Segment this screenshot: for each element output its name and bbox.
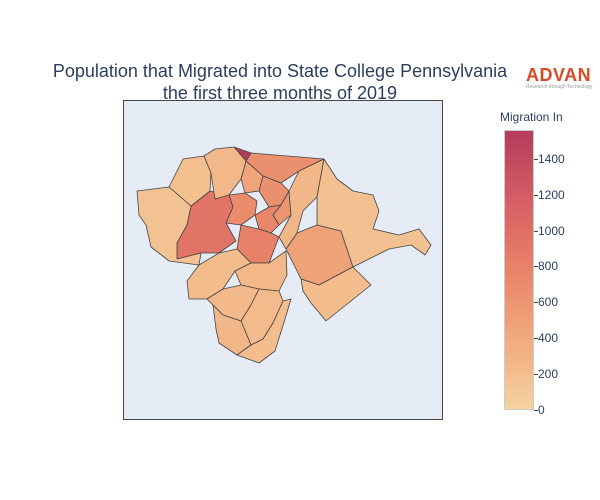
choropleth-map	[136, 146, 432, 364]
colorbar-tick-label: 1200	[538, 187, 565, 202]
logo-tagline: Research through Technology	[526, 84, 593, 90]
colorbar-tick-mark	[534, 302, 538, 304]
colorbar-tick-label: 400	[538, 331, 559, 346]
colorbar-tick-label: 800	[538, 259, 559, 274]
colorbar-tick-label: 1000	[538, 223, 565, 238]
colorbar-tick-mark	[534, 266, 538, 268]
map-region-south-west-1[interactable]	[186, 248, 252, 300]
colorbar-tick-mark	[534, 374, 538, 376]
colorbar-tick-mark	[534, 410, 538, 411]
colorbar-tick-mark	[534, 338, 538, 340]
colorbar-tick-mark	[534, 158, 538, 160]
map-region-north-mid[interactable]	[203, 146, 247, 200]
map-region-south-east[interactable]	[300, 266, 372, 322]
colorbar-tick-label: 1400	[538, 151, 565, 166]
colorbar-gradient	[504, 130, 534, 410]
advan-logo: ADVAN Research through Technology	[526, 66, 596, 90]
map-region-west-fan[interactable]	[136, 186, 202, 266]
colorbar-tick-mark	[534, 194, 538, 196]
map-frame	[123, 100, 443, 420]
colorbar-tick-label: 200	[538, 367, 559, 382]
map-region-center-diamond[interactable]	[225, 192, 258, 226]
colorbar-tick-label: 600	[538, 295, 559, 310]
map-region-east-large[interactable]	[316, 158, 432, 268]
map-title-line2: the first three months of 2019	[162, 83, 398, 103]
colorbar-tick-mark	[534, 230, 538, 232]
map-title-line1: Population that Migrated into State Coll…	[52, 61, 508, 81]
map-region-south-tail[interactable]	[236, 298, 292, 364]
map-title: Population that Migrated into State Coll…	[20, 60, 540, 104]
colorbar-tick-label: 0	[538, 403, 545, 417]
logo-word: ADVAN	[526, 65, 592, 85]
colorbar-title: Migration In	[500, 110, 563, 124]
